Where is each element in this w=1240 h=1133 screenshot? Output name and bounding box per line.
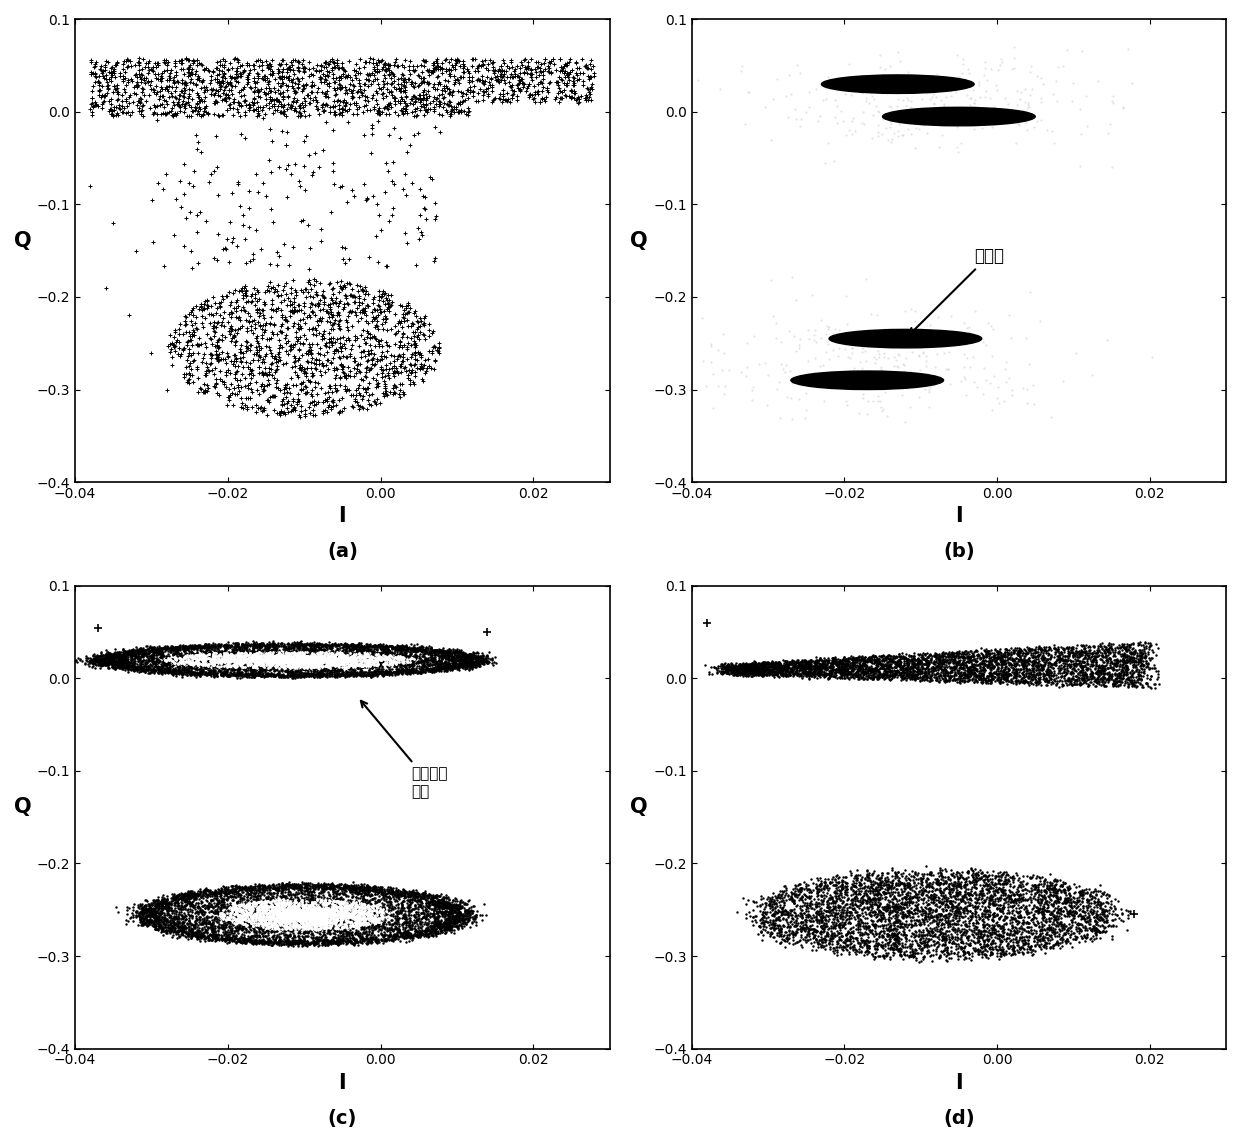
Circle shape — [883, 108, 1035, 126]
X-axis label: I: I — [955, 506, 962, 527]
Text: (d): (d) — [944, 1109, 975, 1127]
Text: (c): (c) — [327, 1109, 357, 1127]
Circle shape — [791, 370, 944, 390]
Text: 易混淡采
样点: 易混淡采 样点 — [361, 701, 448, 799]
Y-axis label: Q: Q — [630, 798, 649, 817]
X-axis label: I: I — [339, 506, 346, 527]
Text: (a): (a) — [327, 543, 358, 561]
Circle shape — [821, 75, 975, 93]
Y-axis label: Q: Q — [14, 231, 31, 250]
Text: 簇中心: 簇中心 — [909, 247, 1004, 335]
X-axis label: I: I — [955, 1073, 962, 1093]
Y-axis label: Q: Q — [630, 231, 649, 250]
X-axis label: I: I — [339, 1073, 346, 1093]
Text: (b): (b) — [944, 543, 975, 561]
Y-axis label: Q: Q — [14, 798, 31, 817]
Circle shape — [830, 330, 982, 348]
